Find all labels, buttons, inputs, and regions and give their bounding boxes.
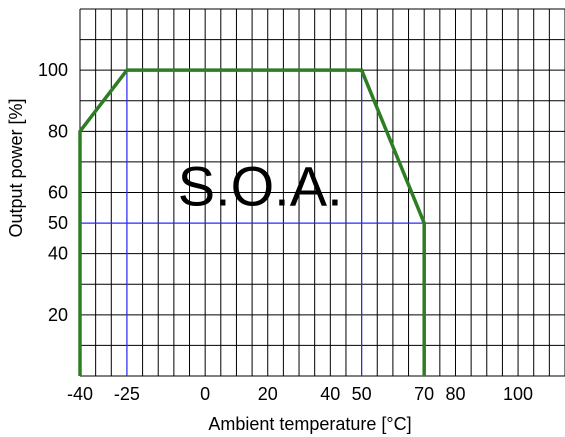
x-tick-label: 80 xyxy=(445,384,465,404)
x-tick-label: -40 xyxy=(67,384,93,404)
y-axis-label: Output power [%] xyxy=(6,98,26,237)
y-tick-label: 60 xyxy=(48,183,68,203)
x-tick-label: 100 xyxy=(503,384,533,404)
x-tick-label: 0 xyxy=(200,384,210,404)
x-tick-label: -25 xyxy=(114,384,140,404)
x-tick-label: 20 xyxy=(258,384,278,404)
x-tick-label: 50 xyxy=(352,384,372,404)
y-tick-label: 40 xyxy=(48,244,68,264)
y-tick-label: 100 xyxy=(38,60,68,80)
series-line xyxy=(78,68,426,376)
soa-annotation: S.O.A. xyxy=(178,154,343,217)
x-tick-labels: -40 -25 0 20 40 50 70 80 100 xyxy=(67,384,533,404)
derating-curve xyxy=(78,68,426,376)
y-tick-label: 80 xyxy=(48,121,68,141)
x-tick-label: 40 xyxy=(320,384,340,404)
x-tick-label: 70 xyxy=(414,384,434,404)
annotations: S.O.A. xyxy=(178,154,343,217)
y-tick-labels: 20 40 50 60 80 100 xyxy=(38,60,68,325)
y-tick-label: 50 xyxy=(48,213,68,233)
y-tick-label: 20 xyxy=(48,305,68,325)
reference-lines xyxy=(80,70,425,376)
x-axis-label: Ambient temperature [°C] xyxy=(208,414,411,434)
